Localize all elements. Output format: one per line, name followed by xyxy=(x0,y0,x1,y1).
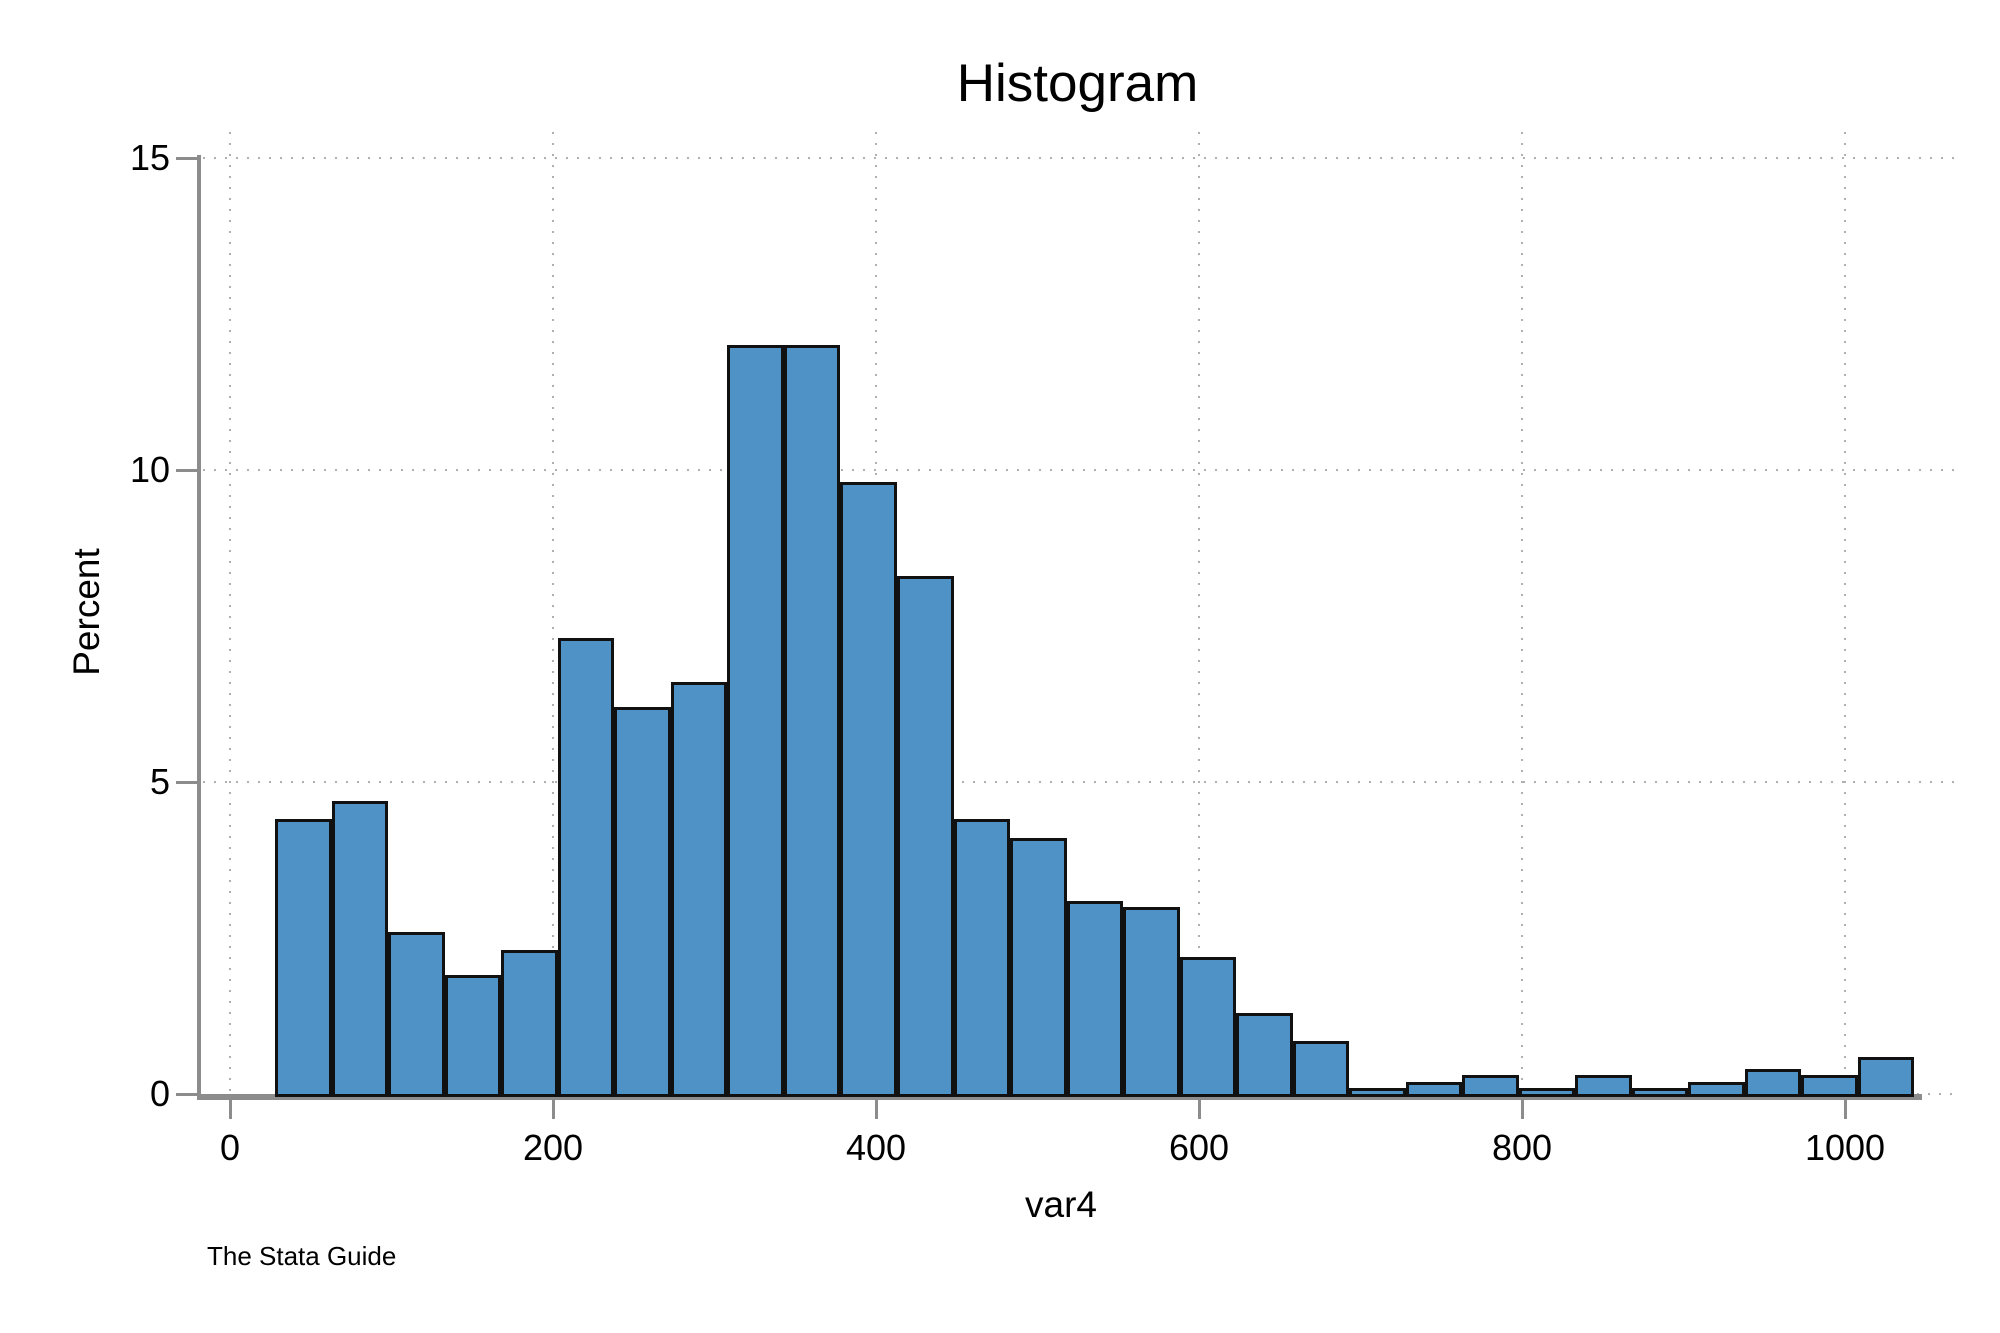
x-tick-label: 600 xyxy=(1168,1127,1230,1168)
y-tick xyxy=(176,1093,198,1096)
y-tick xyxy=(176,781,198,784)
gridline-vertical xyxy=(552,132,554,1094)
x-tick xyxy=(875,1099,878,1119)
histogram-bar xyxy=(1744,1069,1802,1097)
histogram-bar xyxy=(1066,900,1124,1097)
x-tick xyxy=(1198,1099,1201,1119)
x-tick-label: 200 xyxy=(522,1127,584,1168)
x-tick-label: 400 xyxy=(845,1127,907,1168)
histogram-bar xyxy=(896,576,954,1097)
x-tick xyxy=(229,1099,232,1119)
x-tick xyxy=(552,1099,555,1119)
histogram-bar xyxy=(331,800,389,1097)
y-tick-label: 5 xyxy=(149,761,170,802)
y-tick xyxy=(176,469,198,472)
gridline-horizontal xyxy=(203,781,1955,783)
x-tick xyxy=(1521,1099,1524,1119)
y-tick-label: 0 xyxy=(149,1073,170,1114)
gridline-vertical xyxy=(1844,132,1846,1094)
x-tick-label: 1000 xyxy=(1804,1127,1886,1168)
histogram-bar xyxy=(1349,1087,1406,1097)
histogram-bar xyxy=(1123,906,1180,1097)
histogram-bar xyxy=(1010,838,1067,1097)
histogram-bar xyxy=(1292,1040,1350,1097)
x-axis-label: var4 xyxy=(1025,1184,1097,1225)
histogram-bar xyxy=(275,819,332,1097)
histogram-bar xyxy=(501,950,558,1097)
histogram-bar xyxy=(1179,956,1237,1097)
gridline-vertical xyxy=(1521,132,1523,1094)
histogram-bar xyxy=(444,975,502,1097)
x-axis-line xyxy=(197,1094,1922,1100)
histogram-bar xyxy=(1236,1012,1293,1097)
y-tick-label: 10 xyxy=(129,449,170,490)
x-tick-label: 0 xyxy=(219,1127,241,1168)
histogram-bar xyxy=(557,638,615,1097)
chart-title: Histogram xyxy=(956,54,1199,113)
x-tick xyxy=(1844,1099,1847,1119)
gridline-horizontal xyxy=(203,157,1955,159)
gridline-vertical xyxy=(229,132,231,1094)
histogram-bar xyxy=(1631,1087,1689,1097)
histogram-bar xyxy=(1518,1087,1576,1097)
y-tick xyxy=(176,157,198,160)
histogram-bar xyxy=(1857,1056,1915,1097)
watermark-text: The Stata Guide xyxy=(207,1241,397,1271)
histogram-bar xyxy=(1801,1075,1858,1097)
histogram-bar xyxy=(388,931,445,1097)
histogram-bar xyxy=(953,819,1011,1097)
histogram-bar xyxy=(1405,1081,1463,1097)
gridline-horizontal xyxy=(1917,1093,1955,1095)
x-tick-label: 800 xyxy=(1491,1127,1553,1168)
histogram-bar xyxy=(1575,1075,1632,1097)
histogram-bar xyxy=(783,345,841,1097)
histogram-bar xyxy=(727,345,784,1097)
histogram-bar xyxy=(614,707,671,1097)
histogram-bar xyxy=(1462,1075,1519,1097)
y-tick-label: 15 xyxy=(129,137,170,178)
histogram-bar xyxy=(1688,1081,1745,1097)
gridline-horizontal xyxy=(203,469,1955,471)
histogram-bar xyxy=(840,482,897,1097)
histogram-bar xyxy=(670,682,728,1097)
y-axis-line xyxy=(197,155,201,1099)
gridline-vertical xyxy=(1198,132,1200,1094)
